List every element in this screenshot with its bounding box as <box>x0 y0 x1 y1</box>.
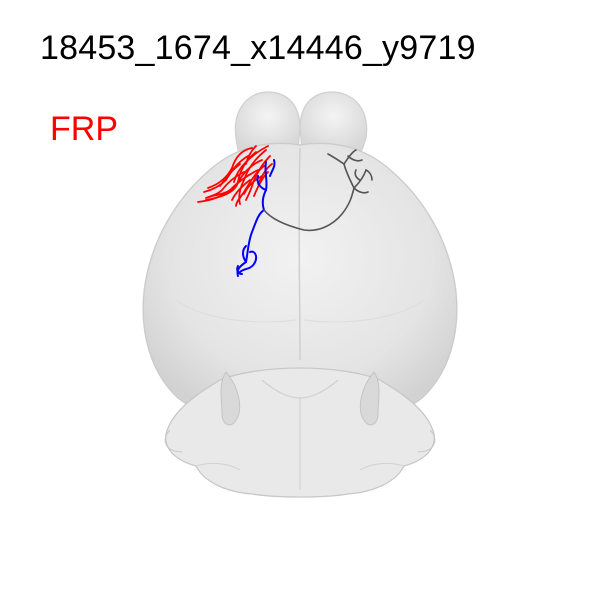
blue-neurite <box>236 159 276 277</box>
gray-axon-projection <box>263 149 373 232</box>
neuron-id-title: 18453_1674_x14446_y9719 <box>40 29 476 67</box>
neuron-morphology <box>197 145 373 277</box>
cerebral-hemispheres <box>142 142 458 431</box>
red-axon-arbor <box>197 145 273 207</box>
cerebellum <box>164 367 436 498</box>
region-label: FRP <box>50 110 118 148</box>
olfactory-bulbs <box>234 91 368 153</box>
